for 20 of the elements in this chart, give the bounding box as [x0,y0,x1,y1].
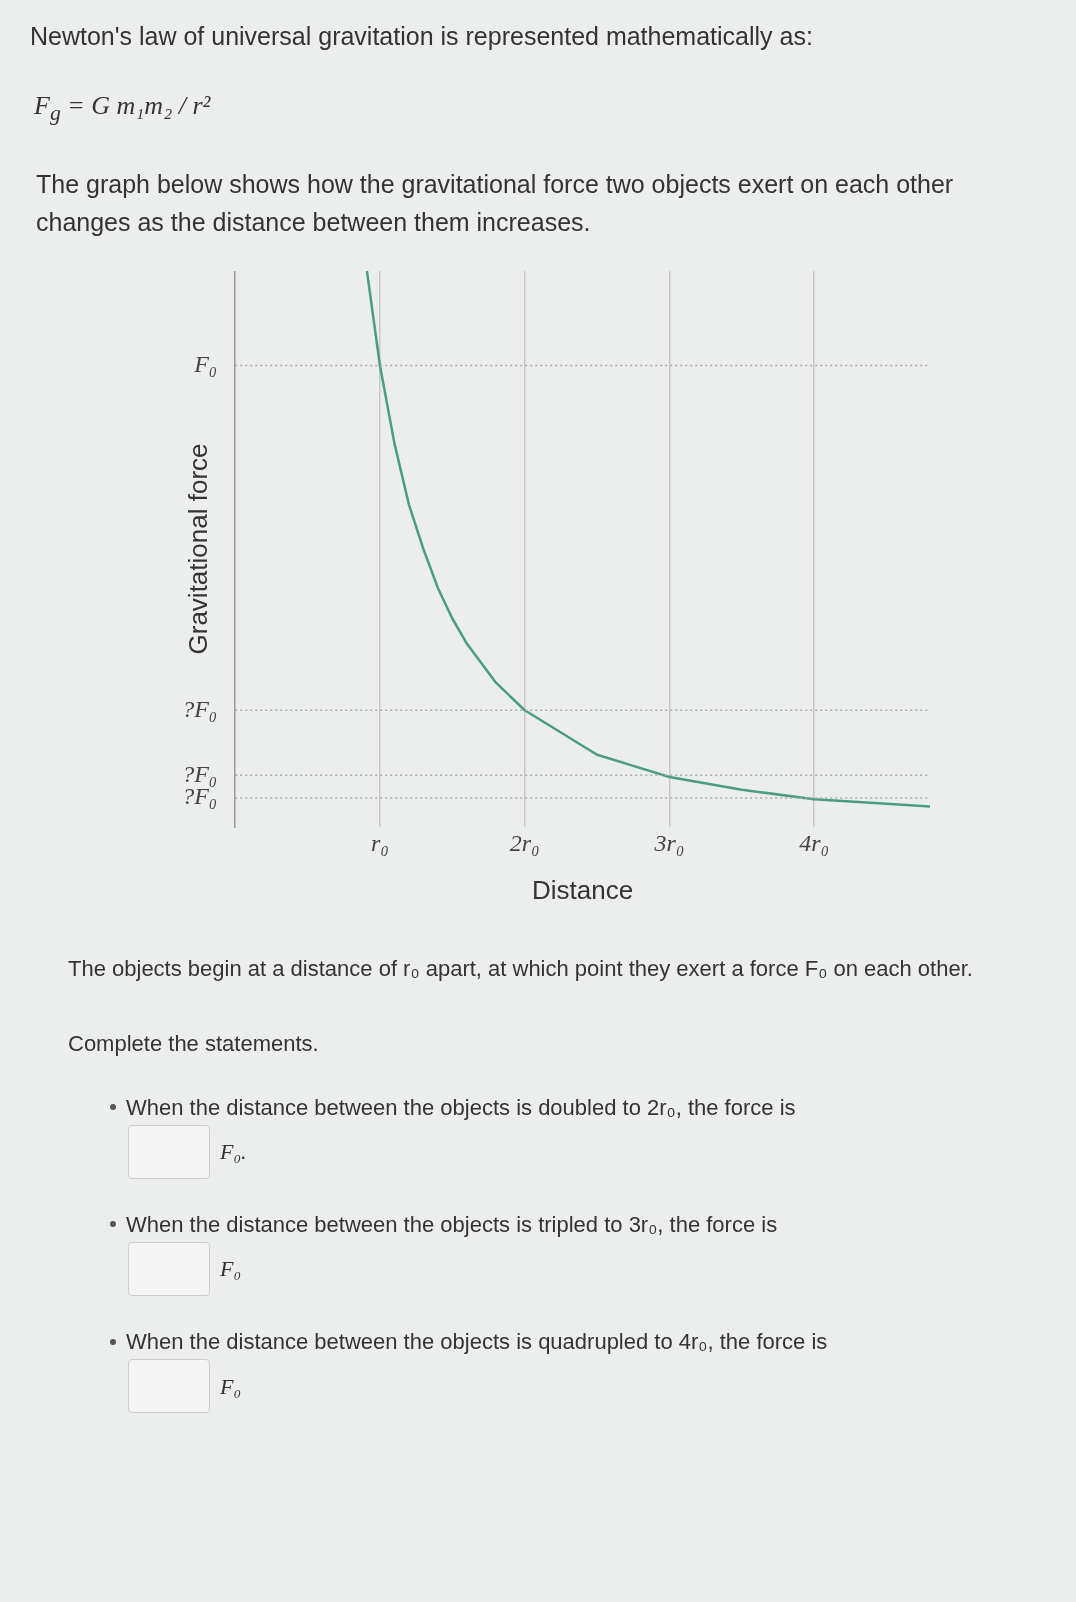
text: F₀ [220,1372,242,1401]
x-tick-label: 3r₀ [653,829,685,856]
ref-line-label: F₀ [193,351,218,378]
text: F₀. [220,1138,247,1167]
text: F$_{g}$ = G m₁m₂ / r² [33,90,212,128]
text: When the distance between the objects is tripled to 3r₀, the force is [126,1210,778,1239]
x-axis-title: Distance [532,874,634,905]
x-tick-label: r₀ [371,829,389,856]
y-axis-title: Gravitational force [182,443,213,655]
x-tick-label: 2r₀ [509,829,540,856]
x-tick-label: 4r₀ [799,829,830,856]
text: The objects begin at a distance of r₀ apart, at which point they exert a force F₀ on each other. [67,955,974,984]
chart-title: Newton's law of universal gravitation is represented mathematically as: [29,21,814,52]
ref-line-label: ?F₀ [182,760,218,787]
ref-line-label: ?F₀ [182,695,218,722]
text: When the distance between the objects is quadrupled to 4r₀, the force is [126,1327,828,1356]
text: When the distance between the objects is doubled to 2r₀, the force is [126,1093,796,1122]
chart-subtitle: The graph below shows how the gravitational force two objects exert on each other changes as the distance between them increases. [35,169,955,238]
text: F₀ [220,1255,242,1284]
text: Complete the statements. [67,1030,320,1059]
